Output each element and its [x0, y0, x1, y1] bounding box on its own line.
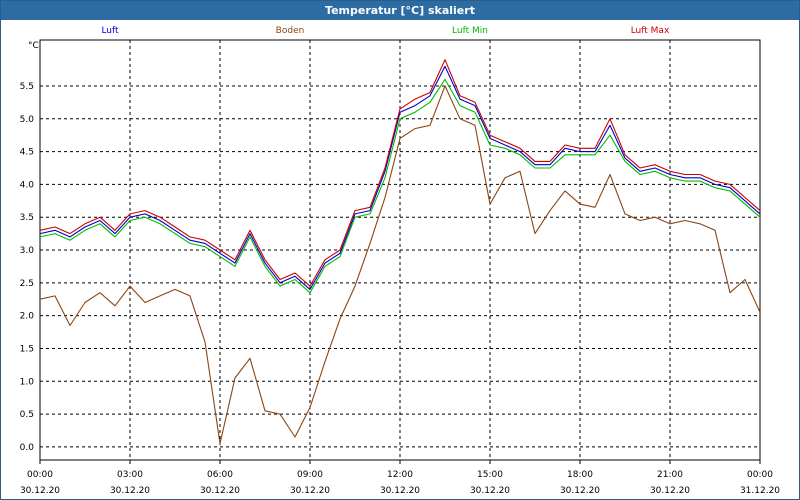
y-tick-label: 1.0: [20, 377, 35, 387]
y-axis: 0.0 0.5 1.0 1.5 2.0 2.5 3.0 3.5 4.0 4.5 5.0 5.5: [20, 82, 35, 453]
y-tick-label: 3.0: [20, 246, 35, 256]
x-tick-date: 30.12.20: [290, 486, 330, 496]
y-tick-label: 2.5: [20, 279, 34, 289]
series-line-luft: [39, 65, 761, 290]
y-tick-label: 4.0: [20, 180, 35, 190]
legend-entry-luft: Luft: [101, 26, 119, 36]
y-tick-label: 5.5: [20, 82, 34, 92]
legend-entry-luft-max: Luft Max: [631, 26, 670, 36]
x-tick-date: 30.12.20: [470, 486, 510, 496]
x-tick-time: 09:00: [297, 470, 323, 480]
series-line-boden: [39, 85, 761, 445]
x-tick-time: 06:00: [207, 470, 233, 480]
legend-entry-luft-min: Luft Min: [452, 26, 488, 36]
x-tick-date: 30.12.20: [200, 486, 240, 496]
x-tick-time: 18:00: [567, 470, 593, 480]
y-axis-label: °C: [28, 41, 39, 51]
x-tick-date: 30.12.20: [560, 486, 600, 496]
y-tick-label: 1.5: [20, 344, 34, 354]
x-tick-date: 30.12.20: [650, 486, 690, 496]
y-tick-label: 3.5: [20, 213, 34, 223]
y-tick-label: 4.5: [20, 148, 34, 158]
y-tick-label: 0.5: [20, 410, 34, 420]
x-tick-time: 21:00: [657, 470, 683, 480]
series-lines: [39, 59, 761, 445]
x-tick-date: 30.12.20: [380, 486, 420, 496]
x-tick-time: 12:00: [387, 470, 413, 480]
x-tick-time: 00:00: [27, 470, 53, 480]
x-tick-date: 30.12.20: [20, 486, 60, 496]
legend-entry-boden: Boden: [276, 26, 305, 36]
grid: [40, 40, 760, 460]
series-line-luft-min: [39, 78, 761, 294]
y-tick-label: 5.0: [20, 115, 35, 125]
y-tick-label: 2.0: [20, 312, 35, 322]
window-title: Temperatur [°C] skaliert: [1, 1, 799, 20]
x-axis: 00:00 30.12.20 03:00 30.12.20 06:00 30.12.20 0…: [20, 460, 780, 496]
series-line-luft-max: [39, 59, 761, 287]
legend: Luft Boden Luft Min Luft Max: [101, 26, 670, 36]
x-tick-time: 15:00: [477, 470, 503, 480]
x-tick-time: 00:00: [747, 470, 773, 480]
y-tick-label: 0.0: [20, 443, 35, 453]
x-tick-date: 30.12.20: [110, 486, 150, 496]
x-tick-date: 31.12.20: [740, 486, 780, 496]
x-tick-time: 03:00: [117, 470, 143, 480]
